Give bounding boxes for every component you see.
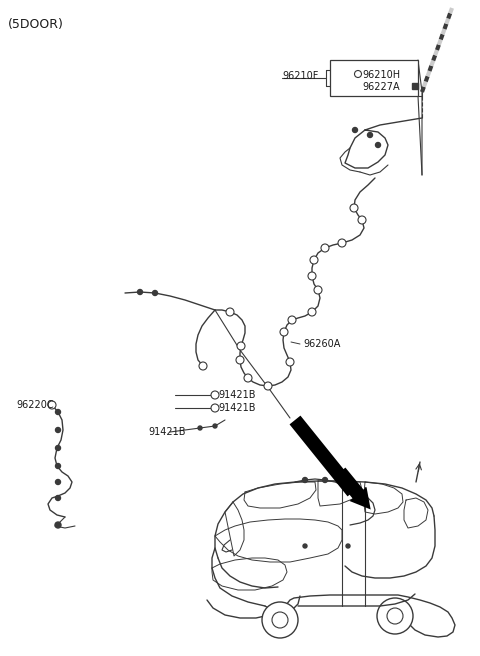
Circle shape — [303, 544, 307, 548]
Circle shape — [153, 291, 157, 295]
Circle shape — [237, 342, 245, 350]
Circle shape — [358, 216, 366, 224]
Circle shape — [262, 602, 298, 638]
Circle shape — [355, 70, 361, 77]
Text: 91421B: 91421B — [218, 390, 255, 400]
Circle shape — [343, 483, 348, 489]
Circle shape — [56, 480, 60, 485]
Circle shape — [56, 464, 60, 468]
Circle shape — [286, 358, 294, 366]
Text: 96227A: 96227A — [362, 82, 400, 92]
Circle shape — [244, 374, 252, 382]
Circle shape — [56, 445, 60, 451]
Circle shape — [321, 244, 329, 252]
Circle shape — [56, 428, 60, 432]
Text: 91421B: 91421B — [148, 427, 185, 437]
Bar — [412, 83, 418, 89]
Text: 96260A: 96260A — [303, 339, 340, 349]
Circle shape — [387, 608, 403, 624]
Circle shape — [352, 127, 358, 133]
Circle shape — [48, 401, 56, 409]
Circle shape — [302, 478, 308, 483]
Circle shape — [199, 362, 207, 370]
Circle shape — [137, 289, 143, 295]
Text: 96210H: 96210H — [362, 70, 400, 80]
Circle shape — [198, 426, 202, 430]
Circle shape — [211, 391, 219, 399]
Text: 96210F: 96210F — [282, 71, 318, 81]
Circle shape — [375, 142, 381, 148]
Circle shape — [288, 316, 296, 324]
Circle shape — [280, 328, 288, 336]
Circle shape — [272, 612, 288, 628]
Circle shape — [314, 286, 322, 294]
Circle shape — [236, 356, 244, 364]
Text: 91421B: 91421B — [218, 403, 255, 413]
Circle shape — [350, 204, 358, 212]
Circle shape — [323, 478, 327, 483]
Circle shape — [213, 424, 217, 428]
Text: (5DOOR): (5DOOR) — [8, 18, 64, 31]
Circle shape — [226, 308, 234, 316]
FancyArrow shape — [289, 416, 359, 497]
Circle shape — [308, 308, 316, 316]
Circle shape — [56, 495, 60, 501]
FancyArrow shape — [335, 468, 371, 510]
Circle shape — [55, 522, 61, 528]
Circle shape — [264, 382, 272, 390]
Circle shape — [368, 133, 372, 138]
Circle shape — [346, 544, 350, 548]
Bar — [330, 60, 418, 96]
Circle shape — [358, 491, 362, 497]
Circle shape — [211, 404, 219, 412]
Circle shape — [377, 598, 413, 634]
Circle shape — [56, 409, 60, 415]
Circle shape — [338, 239, 346, 247]
Text: 96220C: 96220C — [16, 400, 54, 410]
Circle shape — [310, 256, 318, 264]
Circle shape — [308, 272, 316, 280]
